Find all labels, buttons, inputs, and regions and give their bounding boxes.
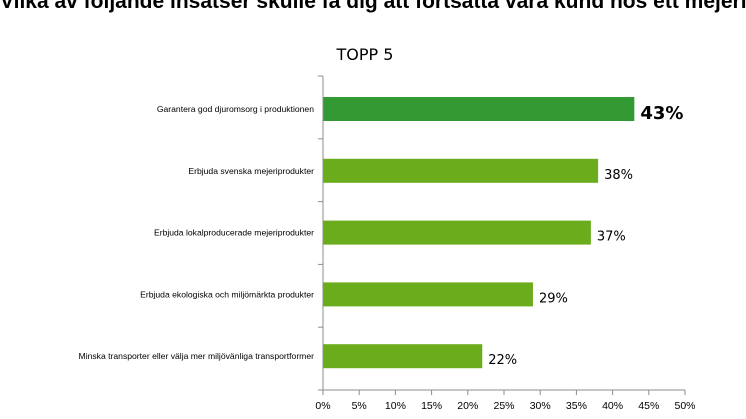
x-tick-label: 30%: [530, 400, 551, 412]
bar: [323, 158, 599, 183]
data-label: 37%: [597, 230, 626, 245]
x-tick-label: 0%: [315, 400, 330, 412]
data-label: 22%: [488, 353, 517, 368]
category-label: Erbjuda lokalproducerade mejeriprodukter: [154, 228, 314, 238]
bar: [323, 282, 533, 307]
x-tick-label: 45%: [638, 400, 659, 412]
category-label: Minska transporter eller välja mer miljö…: [79, 351, 315, 361]
bar: [323, 344, 483, 369]
x-tick-label: 50%: [674, 400, 695, 412]
x-tick-label: 20%: [457, 400, 478, 412]
x-tick-label: 35%: [566, 400, 587, 412]
chart-subtitle: TOPP 5: [336, 45, 394, 64]
x-tick-label: 40%: [602, 400, 623, 412]
x-tick-label: 15%: [421, 400, 442, 412]
chart-title: Vilka av följande insatser skulle få dig…: [0, 0, 746, 13]
x-tick-label: 5%: [352, 400, 367, 412]
bar: [323, 97, 635, 121]
data-label: 43%: [640, 103, 683, 124]
data-label: 29%: [539, 291, 568, 306]
x-tick-label: 25%: [493, 400, 514, 412]
data-label: 38%: [604, 168, 633, 183]
x-tick-label: 10%: [385, 400, 406, 412]
plot-area: 0% 5% 10% 15% 20% 25% 30% 35% 40% 45% 50% Garantera…: [79, 75, 696, 412]
bar: [323, 220, 591, 245]
category-label: Erbjuda svenska mejeriprodukter: [188, 166, 314, 176]
category-label: Garantera god djuromsorg i produktionen: [157, 104, 314, 114]
category-label: Erbjuda ekologiska och miljömärkta produ…: [140, 289, 314, 299]
